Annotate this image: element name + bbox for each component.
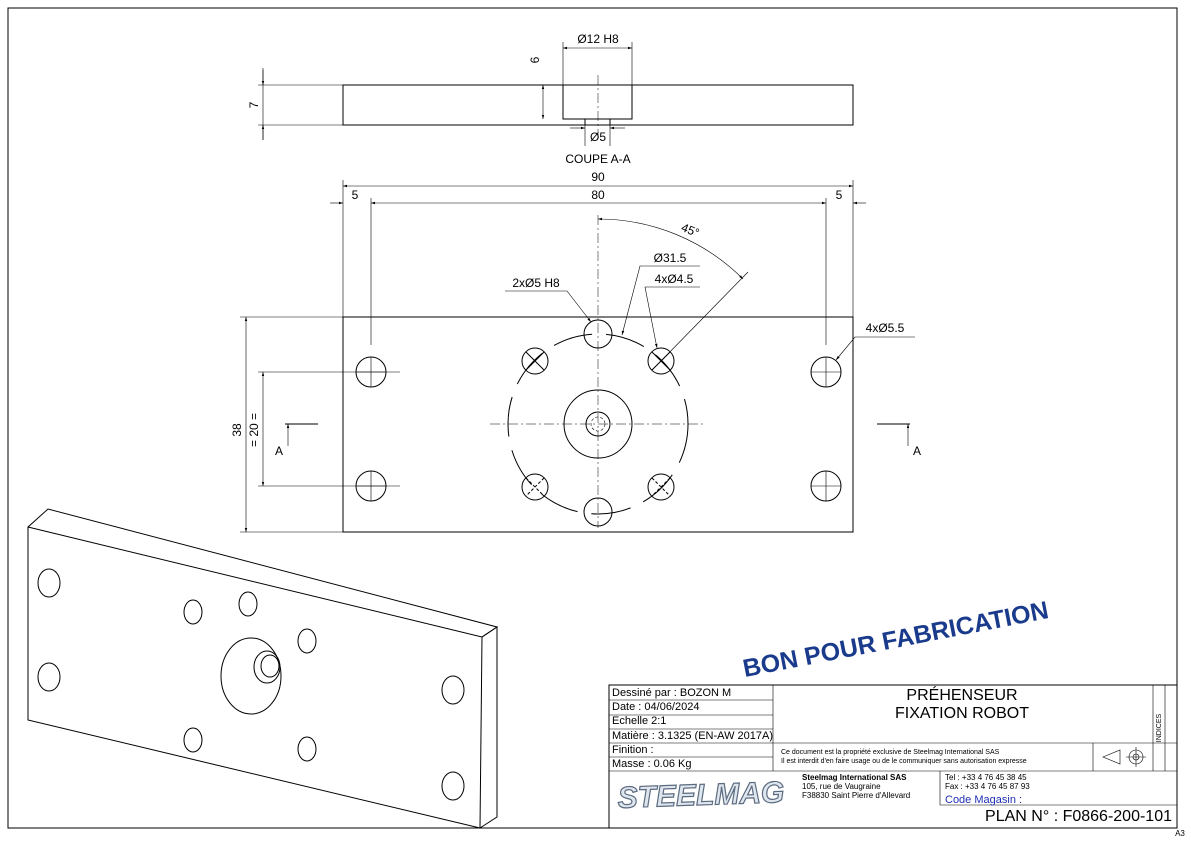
plate-outline — [342, 316, 854, 533]
section-marker: A — [913, 444, 921, 458]
company-name: Steelmag International SAS — [802, 773, 907, 782]
mass: Masse : 0.06 Kg — [612, 758, 692, 770]
sheet-size: A3 — [1175, 829, 1185, 838]
address: F38830 Saint Pierre d'Allevard — [802, 791, 910, 800]
approval-stamp: BON POUR FABRICATION — [741, 596, 1051, 683]
section-marker: A — [275, 444, 283, 458]
title-line: FIXATION ROBOT — [895, 705, 1029, 722]
dimension: 5 — [352, 188, 359, 202]
legal-notice: Il est interdit d'en faire usage ou de l… — [781, 758, 1027, 765]
counterbore — [562, 84, 633, 120]
scale: Echelle 2:1 — [612, 715, 666, 727]
through-hole — [584, 118, 611, 126]
fax: Fax : +33 4 76 45 87 93 — [945, 782, 1030, 791]
dimension: = 20 = — [247, 413, 261, 447]
isometric-view — [27, 508, 499, 829]
leader-note: 4xØ5.5 — [866, 321, 905, 335]
material: Matière : 3.1325 (EN-AW 2017A) — [612, 730, 773, 742]
plan-number: PLAN N° : F0866-200-101 — [985, 808, 1172, 825]
dimension: 7 — [247, 101, 261, 108]
address: 105, rue de Vaugraine — [802, 782, 881, 791]
dimension: 90 — [591, 170, 605, 184]
title-block: Dessiné par : BOZON M Date : 04/06/2024 … — [608, 684, 1178, 829]
sheet-border — [7, 7, 1178, 829]
plan-view: 90 80 5 5 45° Ø31.5 2xØ5 H8 4xØ4.5 4xØ5.… — [230, 170, 921, 533]
company-logo: STEELMAG — [617, 776, 785, 815]
dimension: 5 — [836, 188, 843, 202]
dimension: 80 — [591, 188, 605, 202]
drawn-by: Dessiné par : BOZON M — [612, 687, 731, 699]
dimension: 6 — [528, 56, 542, 63]
angle-dimension: 45° — [679, 220, 701, 240]
dimension: Ø5 — [590, 130, 606, 144]
title-line: PRÉHENSEUR — [906, 685, 1017, 704]
date: Date : 04/06/2024 — [612, 701, 699, 713]
dimension: 38 — [230, 423, 244, 437]
section-label: COUPE A-A — [565, 152, 630, 166]
finish: Finition : — [612, 744, 654, 756]
legal-notice: Ce document est la propriété exclusive d… — [781, 749, 1000, 756]
leader-note: 2xØ5 H8 — [512, 276, 560, 290]
section-view: Ø12 H8 6 7 Ø5 COUPE A-A — [247, 32, 854, 166]
leader-note: 4xØ4.5 — [655, 272, 694, 286]
dimension: Ø12 H8 — [577, 32, 619, 46]
store-code: Code Magasin : — [945, 794, 1022, 806]
revisions: INDICES — [1156, 713, 1163, 742]
leader-note: Ø31.5 — [654, 251, 687, 265]
phone: Tel : +33 4 76 45 38 45 — [945, 773, 1027, 782]
